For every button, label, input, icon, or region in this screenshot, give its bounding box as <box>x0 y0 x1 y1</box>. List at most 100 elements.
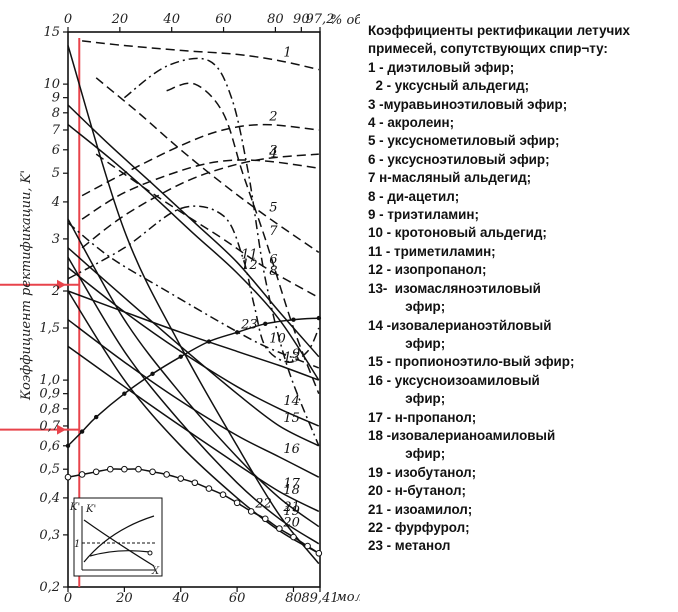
series-point-22 <box>191 479 199 487</box>
y-tick-label: 2 <box>51 284 60 299</box>
series-label-2: 2 <box>268 110 277 125</box>
legend-item: 13- изомасляноэтиловый <box>368 280 541 296</box>
series-label-16: 16 <box>283 442 300 457</box>
legend-item: 3 -муравьиноэтиловый эфир; <box>368 96 568 112</box>
top-axis-unit: % об. <box>330 13 360 28</box>
series-point-22 <box>290 533 297 541</box>
y-tick-label: 0,6 <box>39 439 60 454</box>
series-label-20: 20 <box>282 516 300 531</box>
legend-item: 5 - уксуснометиловый эфир; <box>368 133 560 149</box>
legend-item: 11 - триметиламин; <box>368 243 496 259</box>
x-bottom-tick-label: 0 <box>64 591 72 606</box>
series-label-11: 11 <box>241 247 258 262</box>
y-tick-label: 0,3 <box>39 528 60 543</box>
series-point-22 <box>276 525 283 532</box>
series-point-22 <box>304 542 311 550</box>
y-tick-label: 0,8 <box>39 402 60 417</box>
series-curve-16 <box>67 319 320 478</box>
y-tick-label: 0,2 <box>39 580 60 595</box>
legend-item: эфир; <box>368 299 446 315</box>
series-label-23: 23 <box>240 317 258 332</box>
series-point-22 <box>163 471 170 478</box>
series-label-15: 15 <box>283 411 300 426</box>
series-point-23 <box>291 317 296 322</box>
x-bottom-tick-label: 60 <box>229 591 246 606</box>
legend-item: 4 - акролеин; <box>368 115 455 131</box>
axes: 0,20,30,40,50,60,70,80,91,01,52345678910… <box>39 12 338 606</box>
legend-item: 18 -изовалерианоамиловый <box>368 427 556 443</box>
x-bottom-tick-label: 89,41 <box>301 591 338 606</box>
series-point-22 <box>135 465 142 473</box>
series-point-23 <box>316 315 322 321</box>
series-label-14: 14 <box>283 394 300 409</box>
y-tick-label: 10 <box>43 77 60 92</box>
legend-item: эфир; <box>368 446 446 462</box>
series-point-22 <box>106 465 114 473</box>
legend-item: 8 - ди-ацетил; <box>368 188 460 204</box>
inset-label-one: 1 <box>74 539 80 550</box>
legend-item: 19 - изобутанол; <box>368 464 477 480</box>
series-label-13: 13 <box>283 351 300 366</box>
series-label-19: 19 <box>283 504 300 519</box>
series-label-7: 7 <box>269 224 278 239</box>
series-point-23 <box>150 371 155 377</box>
y-tick-label: 1,5 <box>39 321 60 336</box>
series-curve-18 <box>67 218 320 528</box>
series-curve-5 <box>95 77 320 254</box>
inset-curve-up <box>83 515 155 563</box>
x-top-tick-label: 80 <box>267 12 284 27</box>
series-point-22 <box>92 468 100 476</box>
series-point-22 <box>149 468 156 476</box>
x-top-tick-label: 97,2 <box>306 12 335 27</box>
series-point-23 <box>79 429 85 434</box>
series-label-12: 12 <box>241 258 258 273</box>
inset-frame <box>73 497 163 577</box>
inset-label-k-left: K' <box>69 502 80 513</box>
y-tick-label: 0,4 <box>39 491 60 506</box>
y-tick-label: 9 <box>52 91 60 106</box>
legend-item: 16 - уксусноизоамиловый <box>368 372 540 388</box>
legend-item: 1 - диэтиловый эфир; <box>368 59 515 75</box>
y-tick-label: 0,5 <box>39 462 60 477</box>
series-curve-3 <box>81 153 319 249</box>
inset-label-k: K' <box>85 504 96 515</box>
x-top-tick-label: 60 <box>215 12 232 27</box>
highlight-arrow <box>57 279 66 290</box>
legend-item: 14 -изовалерианоэтйловый <box>368 317 552 333</box>
inset-marker <box>147 550 153 556</box>
series-point-22 <box>205 485 213 492</box>
series-point-22 <box>261 515 269 523</box>
inset-diagram: K' K' 1 X <box>69 497 163 577</box>
series-point-23 <box>263 321 268 326</box>
legend-item: 15 - пропионоэтило-вый эфир; <box>368 354 575 370</box>
series-curve-4 <box>81 159 319 220</box>
legend-items: 1 - диэтиловый эфир; 2 - уксусный альдег… <box>368 59 674 556</box>
series-label-3: 3 <box>269 144 277 159</box>
legend-item: 9 - триэтиламин; <box>368 207 479 223</box>
series-point-22 <box>219 491 227 499</box>
inset-curve-mid <box>89 550 151 557</box>
series-curve-17 <box>67 345 320 513</box>
series-point-23 <box>206 339 212 344</box>
inset-label-x: X <box>151 566 160 577</box>
y-tick-label: 6 <box>52 143 60 158</box>
y-tick-label: 0,7 <box>39 419 60 434</box>
y-tick-label: 7 <box>52 123 61 138</box>
series-label-10: 10 <box>269 331 286 346</box>
x-top-tick-label: 20 <box>111 12 129 27</box>
series-label-9: 9 <box>292 347 300 362</box>
series-point-22 <box>64 473 72 481</box>
series-label-18: 18 <box>283 483 300 498</box>
legend-item: 12 - изопропанол; <box>368 262 487 278</box>
series-curve-2 <box>81 123 319 197</box>
series-label-22: 22 <box>254 496 272 511</box>
legend-item: 17 - н-пропанол; <box>368 409 477 425</box>
x-top-tick-label: 90 <box>293 12 310 27</box>
y-tick-label: 0,9 <box>39 387 60 402</box>
legend-item: 6 - уксусноэтиловый эфир; <box>368 151 550 167</box>
series-curve-8 <box>123 57 320 447</box>
series-label-21: 21 <box>282 500 300 515</box>
x-bottom-tick-label: 20 <box>115 591 133 606</box>
legend-panel: Коэффициенты ректификации летучих примес… <box>368 22 674 556</box>
